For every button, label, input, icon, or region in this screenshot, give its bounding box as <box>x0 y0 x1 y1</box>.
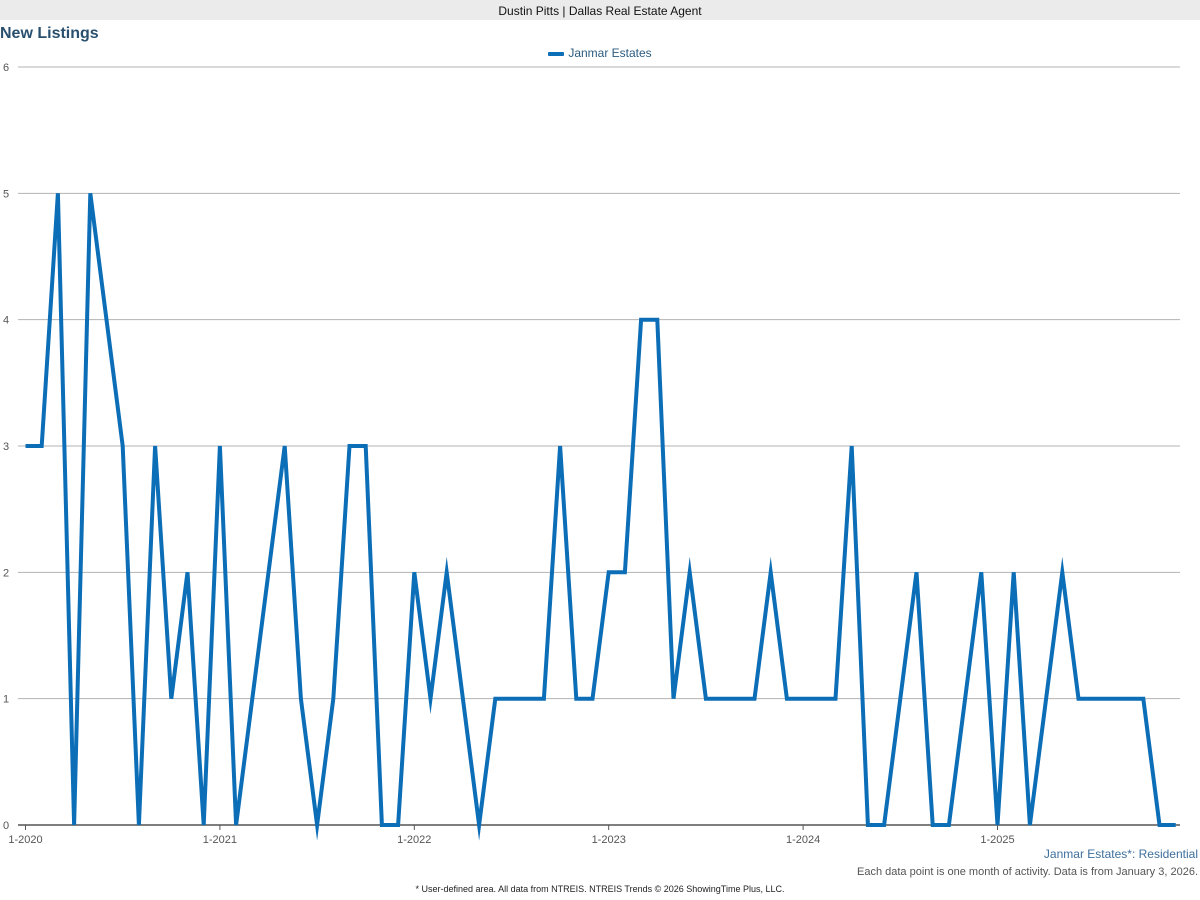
x-tick-label: 1-2024 <box>786 834 820 846</box>
series-line <box>25 193 1176 841</box>
x-tick-label: 1-2025 <box>980 834 1014 846</box>
y-tick-label: 4 <box>3 315 9 327</box>
chart-subtitle: Janmar Estates*: Residential <box>1043 847 1198 861</box>
chart-legend: Janmar Estates <box>0 46 1200 60</box>
y-tick-label: 2 <box>3 567 9 579</box>
y-tick-label: 3 <box>3 441 9 453</box>
y-tick-label: 5 <box>3 188 9 200</box>
x-tick-label: 1-2021 <box>203 834 237 846</box>
data-note: Each data point is one month of activity… <box>857 866 1198 878</box>
y-tick-label: 6 <box>3 62 9 74</box>
x-tick-label: 1-2020 <box>8 834 42 846</box>
legend-label: Janmar Estates <box>568 46 652 60</box>
chart-title: New Listings <box>0 25 99 42</box>
x-tick-label: 1-2022 <box>397 834 431 846</box>
footer-disclaimer: * User-defined area. All data from NTREI… <box>415 884 785 894</box>
legend-swatch <box>548 51 565 56</box>
y-tick-label: 0 <box>3 820 9 832</box>
x-tick-label: 1-2023 <box>592 834 626 846</box>
y-tick-label: 1 <box>3 694 9 706</box>
report-header: Dustin Pitts | Dallas Real Estate Agent <box>0 0 1200 20</box>
